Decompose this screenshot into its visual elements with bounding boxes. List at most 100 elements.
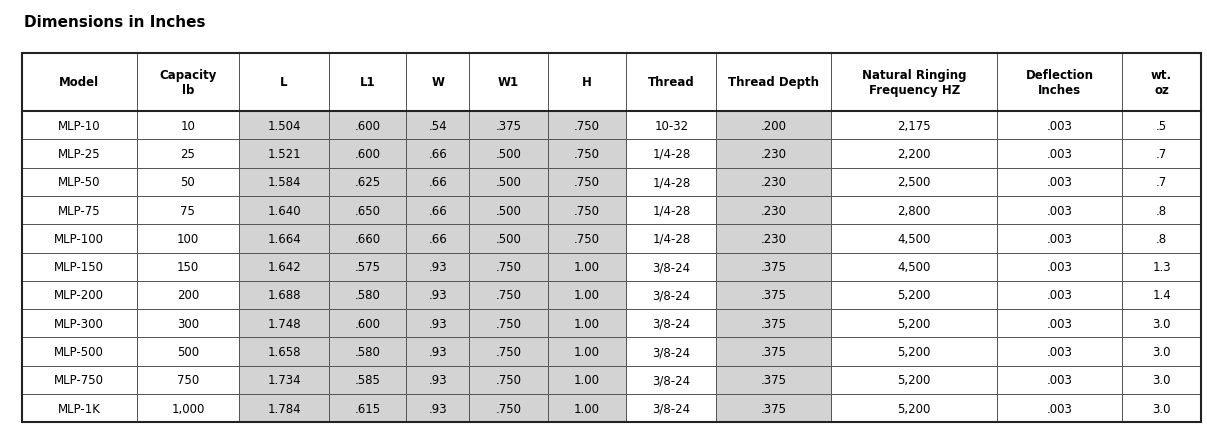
Bar (626, 281, 716, 309)
Text: .660: .660 (355, 232, 381, 245)
Text: .66: .66 (428, 232, 447, 245)
Bar (626, 225, 716, 253)
Bar (716, 366, 832, 394)
Bar (22, 140, 136, 168)
Text: 3.0: 3.0 (1153, 345, 1171, 358)
Bar (997, 281, 1123, 309)
Text: .66: .66 (428, 204, 447, 217)
Text: .375: .375 (760, 317, 787, 330)
Bar (136, 309, 239, 338)
Bar (330, 140, 407, 168)
Bar (548, 225, 626, 253)
Bar (997, 140, 1123, 168)
Bar (832, 54, 997, 112)
Text: 2,800: 2,800 (898, 204, 931, 217)
Text: 200: 200 (176, 289, 199, 302)
Bar (997, 309, 1123, 338)
Bar (239, 168, 330, 197)
Text: wt.
oz: wt. oz (1151, 69, 1172, 97)
Bar (626, 54, 716, 112)
Text: 3/8-24: 3/8-24 (652, 345, 690, 358)
Text: .230: .230 (760, 204, 787, 217)
Text: 1/4-28: 1/4-28 (652, 232, 690, 245)
Text: .003: .003 (1046, 232, 1073, 245)
Bar (832, 394, 997, 422)
Text: .750: .750 (575, 120, 600, 132)
Text: .750: .750 (495, 289, 521, 302)
Bar (832, 197, 997, 225)
Text: 3/8-24: 3/8-24 (652, 373, 690, 387)
Text: .5: .5 (1156, 120, 1167, 132)
Text: 1.00: 1.00 (575, 261, 600, 273)
Bar (239, 225, 330, 253)
Bar (626, 338, 716, 366)
Text: Thread: Thread (648, 76, 695, 89)
Text: 3/8-24: 3/8-24 (652, 289, 690, 302)
Text: MLP-75: MLP-75 (58, 204, 100, 217)
Bar (626, 197, 716, 225)
Bar (136, 140, 239, 168)
Text: Dimensions in Inches: Dimensions in Inches (24, 15, 205, 30)
Bar (22, 54, 136, 112)
Bar (22, 281, 136, 309)
Text: .580: .580 (355, 345, 380, 358)
Text: .003: .003 (1046, 204, 1073, 217)
Bar (1123, 309, 1201, 338)
Text: .7: .7 (1156, 147, 1167, 161)
Text: 50: 50 (181, 176, 196, 189)
Bar (239, 309, 330, 338)
Text: .66: .66 (428, 147, 447, 161)
Text: 4,500: 4,500 (898, 261, 931, 273)
Bar (239, 281, 330, 309)
Text: 3.0: 3.0 (1153, 373, 1171, 387)
Bar (716, 253, 832, 281)
Bar (136, 197, 239, 225)
Text: .93: .93 (428, 373, 447, 387)
Bar (330, 366, 407, 394)
Bar (22, 112, 136, 140)
Bar (470, 197, 548, 225)
Bar (407, 394, 470, 422)
Text: 5,200: 5,200 (898, 317, 931, 330)
Bar (470, 281, 548, 309)
Bar (22, 225, 136, 253)
Text: 75: 75 (180, 204, 196, 217)
Bar (548, 366, 626, 394)
Bar (716, 394, 832, 422)
Text: .500: .500 (495, 147, 521, 161)
Text: 3/8-24: 3/8-24 (652, 261, 690, 273)
Bar (470, 54, 548, 112)
Text: W1: W1 (497, 76, 519, 89)
Text: Thread Depth: Thread Depth (728, 76, 820, 89)
Text: L1: L1 (360, 76, 375, 89)
Bar (997, 253, 1123, 281)
Bar (407, 197, 470, 225)
Bar (239, 366, 330, 394)
Bar (1123, 338, 1201, 366)
Text: .375: .375 (760, 373, 787, 387)
Bar (22, 54, 1201, 422)
Bar (548, 394, 626, 422)
Text: .625: .625 (355, 176, 381, 189)
Bar (626, 168, 716, 197)
Text: 5,200: 5,200 (898, 289, 931, 302)
Bar (470, 112, 548, 140)
Bar (548, 281, 626, 309)
Text: .54: .54 (428, 120, 447, 132)
Text: 3/8-24: 3/8-24 (652, 317, 690, 330)
Text: 500: 500 (176, 345, 199, 358)
Bar (136, 366, 239, 394)
Bar (330, 253, 407, 281)
Text: Model: Model (59, 76, 99, 89)
Text: 1.658: 1.658 (267, 345, 301, 358)
Text: .003: .003 (1046, 373, 1073, 387)
Bar (1123, 168, 1201, 197)
Text: W: W (431, 76, 444, 89)
Bar (832, 140, 997, 168)
Bar (716, 112, 832, 140)
Text: 1/4-28: 1/4-28 (652, 204, 690, 217)
Text: 150: 150 (176, 261, 199, 273)
Text: .003: .003 (1046, 317, 1073, 330)
Bar (407, 338, 470, 366)
Bar (22, 168, 136, 197)
